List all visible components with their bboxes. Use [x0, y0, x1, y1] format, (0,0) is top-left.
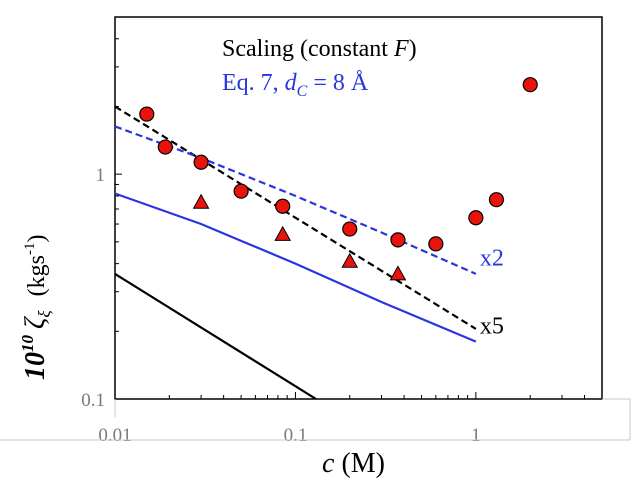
y-axis-label: 1010ζξ(kgs-1)	[18, 235, 54, 380]
data-layer: x2 x5	[115, 77, 538, 399]
data-point-triangle	[341, 252, 359, 268]
data-point-circle	[157, 139, 173, 155]
data-point-circle	[233, 183, 249, 199]
tick-layer: 0.01 0.1 1 0.1 1	[0, 16, 631, 446]
y-tick-label: 0.1	[81, 390, 105, 411]
data-point-circle	[428, 236, 444, 252]
data-point-triangle	[274, 225, 292, 241]
data-point-circle	[488, 192, 505, 208]
data-point-circle	[342, 221, 358, 237]
legend-eq7: Eq. 7, dC = 8 Å	[222, 70, 369, 100]
plot-area	[114, 16, 603, 400]
data-point-circle	[390, 232, 406, 248]
legend-scaling: Scaling (constant F)	[222, 36, 417, 62]
annotation-x2: x2	[480, 246, 504, 272]
y-tick-label: 1	[96, 165, 106, 186]
solid-blue-line	[115, 192, 477, 343]
x-axis-label: c (M)	[322, 448, 385, 479]
x-tick-label: 0.01	[98, 425, 131, 446]
x-tick-label: 0.1	[284, 425, 308, 446]
annotation-x5: x5	[480, 313, 504, 339]
data-point-circle	[522, 77, 538, 93]
data-point-circle	[275, 198, 291, 214]
data-point-triangle	[389, 265, 407, 281]
data-point-triangle	[192, 193, 210, 209]
data-point-circle	[193, 154, 209, 170]
data-point-circle	[139, 106, 155, 122]
data-point-circle	[468, 210, 484, 226]
x-tick-label: 1	[471, 425, 481, 446]
dashed-black-line	[115, 105, 477, 330]
solid-black-line	[115, 272, 317, 399]
